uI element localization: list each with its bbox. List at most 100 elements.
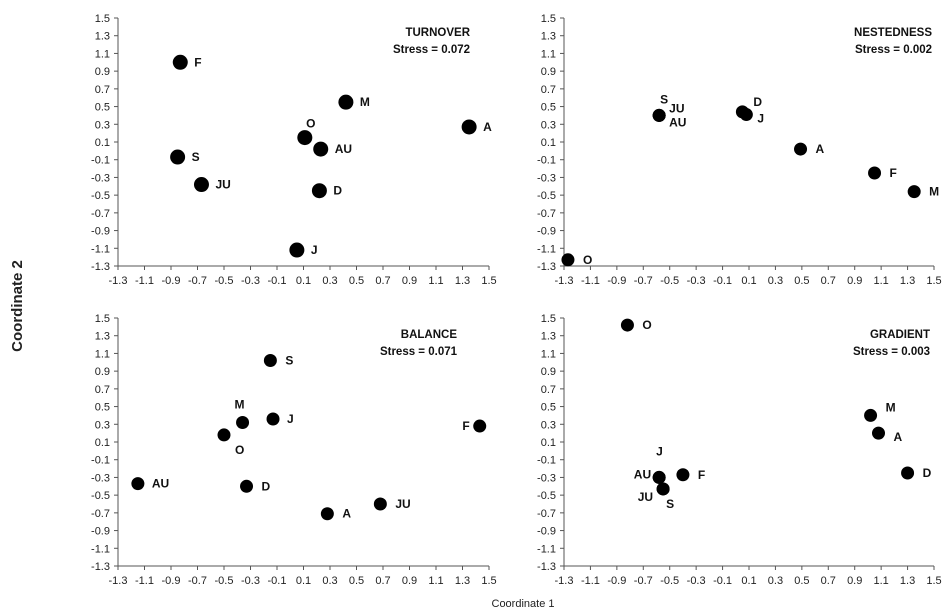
x-tick-label: 0.7 <box>375 275 390 287</box>
data-point-m <box>338 94 354 110</box>
x-tick-label: -0.9 <box>607 575 626 587</box>
x-tick-label: -0.1 <box>268 275 287 287</box>
point-label-o: O <box>235 443 244 457</box>
x-tick-label: 1.1 <box>428 275 443 287</box>
x-tick-label: -0.1 <box>713 575 732 587</box>
y-tick-label: 0.7 <box>95 84 110 96</box>
point-label-ju: JU <box>638 490 653 504</box>
point-label-m: M <box>360 95 370 109</box>
y-tick-label: 1.5 <box>541 313 556 325</box>
y-tick-label: -0.1 <box>537 455 556 467</box>
x-tick-label: 0.7 <box>821 275 836 287</box>
x-tick-label: 0.5 <box>794 575 809 587</box>
point-label-a: A <box>816 142 825 156</box>
data-point-f <box>868 166 882 180</box>
y-tick-label: 1.3 <box>95 31 110 43</box>
point-label-d: D <box>262 479 271 493</box>
y-tick-label: -0.5 <box>91 490 110 502</box>
y-tick-label: -0.1 <box>91 455 110 467</box>
x-tick-label: -1.3 <box>109 575 128 587</box>
y-tick-label: 1.1 <box>95 348 110 360</box>
data-point-s <box>263 354 277 368</box>
y-tick-label: -1.1 <box>537 243 556 255</box>
y-tick-label: 0.7 <box>95 384 110 396</box>
data-point-d <box>240 479 254 493</box>
y-tick-label: 0.3 <box>95 119 110 131</box>
point-label-m: M <box>235 398 245 412</box>
y-tick-label: 1.5 <box>95 313 110 325</box>
x-axis-label: Coordinate 1 <box>492 598 555 610</box>
x-tick-label: 0.1 <box>296 275 311 287</box>
panel-title: GRADIENT <box>870 329 930 341</box>
data-point-o <box>217 428 231 442</box>
x-tick-label: 0.9 <box>402 275 417 287</box>
y-tick-label: 0.9 <box>95 366 110 378</box>
x-tick-label: 1.1 <box>428 575 443 587</box>
point-label-s: S <box>285 354 293 368</box>
x-tick-label: -1.1 <box>581 275 600 287</box>
data-point-a <box>461 119 477 135</box>
point-label-j: J <box>656 444 663 458</box>
data-point-a <box>320 507 334 521</box>
data-point-j <box>266 412 280 426</box>
point-label-j: J <box>311 243 318 257</box>
x-tick-label: -1.3 <box>109 275 128 287</box>
panels-group: -1.3 -1.3 -1.1 -1.1 -0.9 -0.9 -0.7 -0.7 -0.5 -0.5… <box>91 13 942 587</box>
x-tick-label: 0.9 <box>402 575 417 587</box>
point-label-m: M <box>886 400 896 414</box>
x-tick-label: -0.7 <box>188 575 207 587</box>
data-point-m <box>236 416 250 430</box>
chart-panel-2: -1.3 -1.3 -1.1 -1.1 -0.9 -0.9 -0.7 -0.7 -0.5 -0.5… <box>537 13 942 287</box>
data-point-au <box>131 477 145 491</box>
x-tick-label: -0.9 <box>162 575 181 587</box>
x-tick-label: 1.5 <box>926 275 941 287</box>
x-tick-label: -0.1 <box>268 575 287 587</box>
x-tick-label: -0.3 <box>687 575 706 587</box>
x-tick-label: 0.3 <box>768 275 783 287</box>
y-tick-label: -0.3 <box>537 172 556 184</box>
x-tick-label: -0.5 <box>660 575 679 587</box>
panel-title: NESTEDNESS <box>854 27 932 39</box>
point-label-s: S <box>192 150 200 164</box>
x-tick-label: 0.3 <box>768 575 783 587</box>
data-point-f <box>473 419 487 433</box>
x-tick-label: 0.5 <box>349 275 364 287</box>
point-label-au: AU <box>152 477 169 491</box>
y-tick-label: -1.3 <box>91 561 110 573</box>
y-tick-label: 1.3 <box>95 331 110 343</box>
x-tick-label: 1.5 <box>481 575 496 587</box>
y-tick-label: 1.1 <box>541 48 556 60</box>
data-point-au <box>313 141 329 157</box>
y-tick-label: 0.7 <box>541 84 556 96</box>
panel-title: TURNOVER <box>405 27 470 39</box>
chart-panel-3: -1.3 -1.3 -1.1 -1.1 -0.9 -0.9 -0.7 -0.7 -0.5 -0.5… <box>91 313 497 587</box>
x-tick-label: 1.3 <box>900 275 915 287</box>
point-label-d: D <box>753 95 762 109</box>
x-tick-label: 1.5 <box>926 575 941 587</box>
x-tick-label: 0.1 <box>741 275 756 287</box>
data-point-o <box>297 130 313 146</box>
point-label-a: A <box>894 430 903 444</box>
point-label-f: F <box>698 468 705 482</box>
x-tick-label: 0.3 <box>322 275 337 287</box>
data-point-s <box>170 149 186 165</box>
y-tick-label: -1.3 <box>537 561 556 573</box>
y-tick-label: 1.3 <box>541 31 556 43</box>
x-tick-label: -0.3 <box>241 575 260 587</box>
data-point-j <box>739 108 753 122</box>
point-label-a: A <box>483 120 492 134</box>
y-tick-label: 1.1 <box>541 348 556 360</box>
y-tick-label: 0.1 <box>541 137 556 149</box>
data-point-m <box>907 185 921 199</box>
y-tick-label: -1.1 <box>91 243 110 255</box>
chart-panel-4: -1.3 -1.3 -1.1 -1.1 -0.9 -0.9 -0.7 -0.7 -0.5 -0.5… <box>537 313 942 587</box>
panel-stress: Stress = 0.071 <box>380 346 458 358</box>
x-tick-label: 1.1 <box>873 275 888 287</box>
y-tick-label: 0.5 <box>95 102 110 114</box>
y-tick-label: 0.9 <box>541 366 556 378</box>
y-tick-label: -0.7 <box>91 208 110 220</box>
x-tick-label: -0.3 <box>687 275 706 287</box>
point-label-j: J <box>287 412 294 426</box>
y-tick-label: -0.5 <box>537 490 556 502</box>
data-point-d <box>311 183 327 199</box>
